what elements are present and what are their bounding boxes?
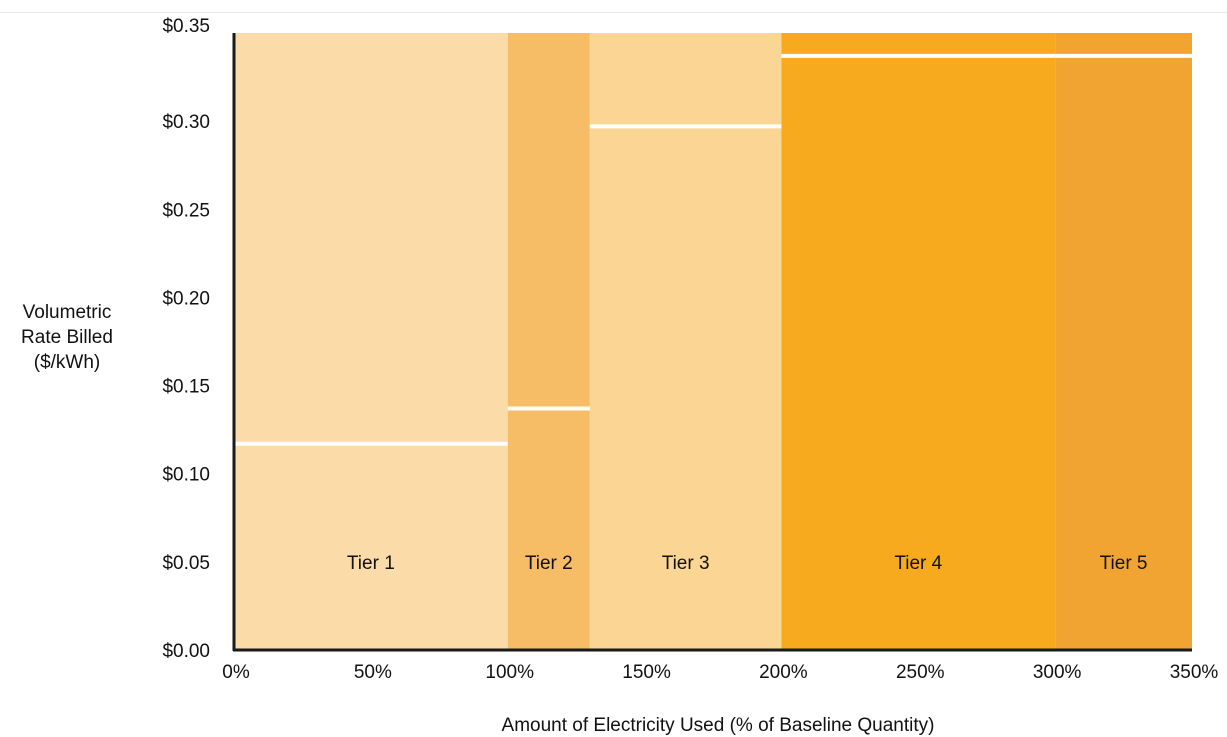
- y-tick-label: $0.10: [162, 465, 210, 486]
- y-tick-labels: $0.00 $0.05 $0.10 $0.15 $0.20 $0.25 $0.30 $0.35: [162, 16, 210, 662]
- x-tick-label: 0%: [222, 662, 250, 683]
- tier-band-4: [781, 33, 1056, 650]
- rate-lines: [234, 53, 1192, 446]
- y-tick-label: $0.35: [162, 16, 210, 37]
- x-axis-title: Amount of Electricity Used (% of Baselin…: [502, 715, 935, 736]
- tier-band-2: [507, 33, 590, 650]
- x-tick-label: 300%: [1033, 662, 1082, 683]
- axes: [232, 33, 1192, 652]
- tier-label-3: Tier 3: [662, 553, 710, 574]
- y-tick-label: $0.25: [162, 200, 210, 221]
- y-axis-title: Volumetric Rate Billed ($/kWh): [0, 300, 134, 375]
- x-tick-label: 350%: [1170, 662, 1219, 683]
- tier-band-5: [1055, 33, 1192, 650]
- top-divider: [0, 12, 1227, 13]
- y-tick-label: $0.20: [162, 288, 210, 309]
- y-axis-title-line: Volumetric: [22, 302, 112, 323]
- x-tick-label: 100%: [485, 662, 534, 683]
- y-tick-label: $0.00: [162, 641, 210, 662]
- tier-label-5: Tier 5: [1100, 553, 1148, 574]
- x-tick-label: 50%: [354, 662, 392, 683]
- tier-bands: [234, 33, 1192, 650]
- x-tick-label: 250%: [896, 662, 945, 683]
- y-tick-label: $0.15: [162, 377, 210, 398]
- y-axis-title-line: Rate Billed: [21, 327, 113, 348]
- x-tick-labels: 0% 50% 100% 150% 200% 250% 300% 350%: [222, 662, 1218, 683]
- tier-band-3: [589, 33, 782, 650]
- x-tick-label: 200%: [759, 662, 808, 683]
- x-tick-label: 150%: [622, 662, 671, 683]
- tier-label-1: Tier 1: [347, 553, 395, 574]
- tier-labels: Tier 1 Tier 2 Tier 3 Tier 4 Tier 5: [347, 553, 1148, 574]
- y-tick-label: $0.05: [162, 553, 210, 574]
- tier-label-2: Tier 2: [525, 553, 573, 574]
- tier-label-4: Tier 4: [894, 553, 942, 574]
- y-axis-title-line: ($/kWh): [33, 352, 101, 373]
- tier-band-1: [234, 33, 508, 650]
- y-tick-label: $0.30: [162, 112, 210, 133]
